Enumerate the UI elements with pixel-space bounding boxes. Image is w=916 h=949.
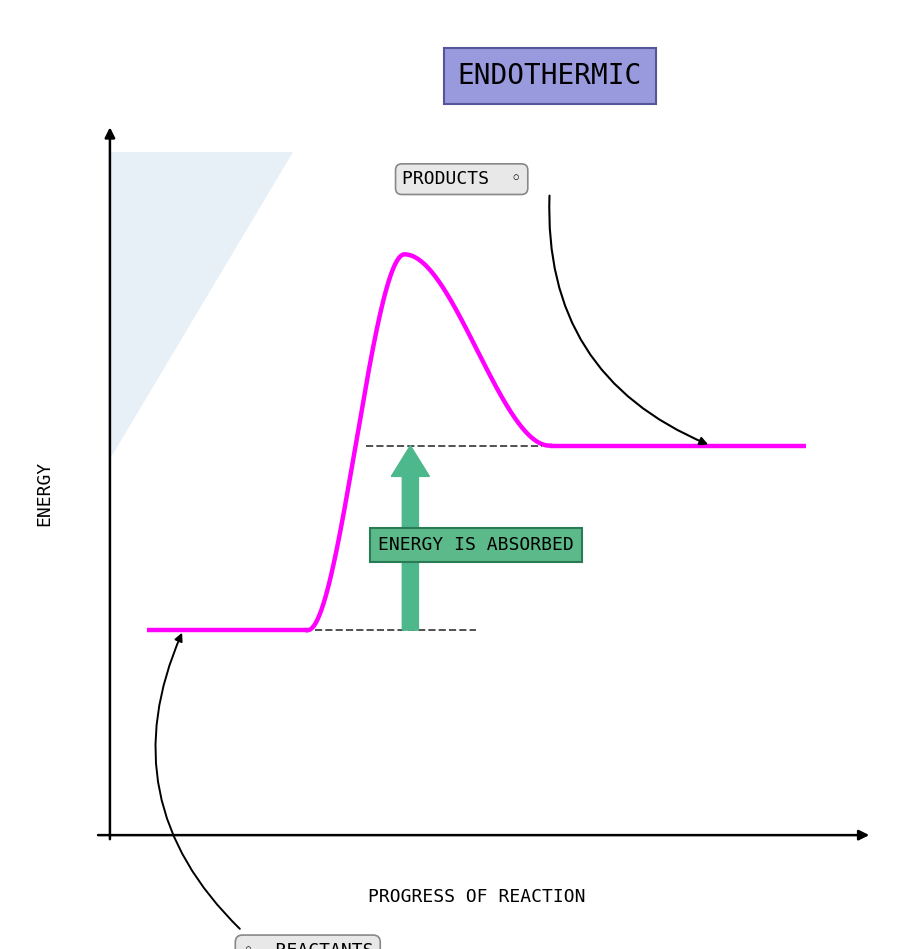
Text: PRODUCTS  ◦: PRODUCTS ◦ [402,170,521,188]
FancyArrow shape [391,446,430,630]
Text: ◦  REACTANTS: ◦ REACTANTS [243,942,373,949]
Text: ENDOTHERMIC: ENDOTHERMIC [457,62,642,90]
Polygon shape [110,152,293,459]
Text: PROGRESS OF REACTION: PROGRESS OF REACTION [367,887,585,905]
Text: ENERGY: ENERGY [35,461,53,526]
Text: ENERGY IS ABSORBED: ENERGY IS ABSORBED [378,536,574,553]
